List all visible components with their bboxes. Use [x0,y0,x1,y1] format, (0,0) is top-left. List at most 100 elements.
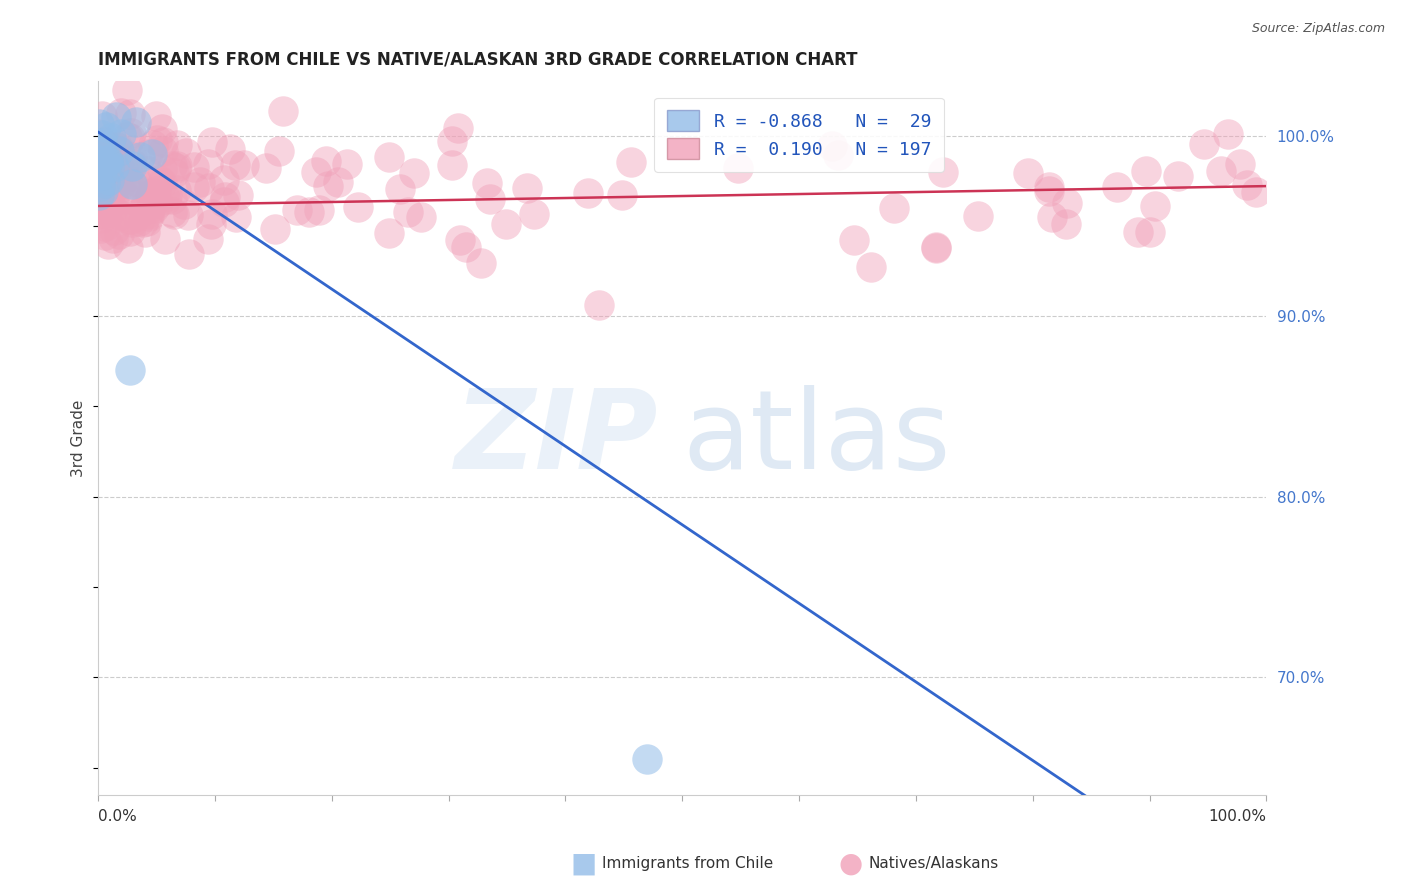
Point [107,141,129,155]
Point [456,240,478,254]
Point [285,203,308,218]
Point [1216,128,1239,142]
Point [315,153,337,168]
Point [132,203,155,218]
Point [129,150,152,164]
Point [378,150,401,164]
Point [1194,136,1216,151]
Point [103,160,125,174]
Point [152,161,174,176]
Point [107,157,129,171]
Point [155,192,177,206]
Point [141,147,163,161]
Point [136,206,159,220]
Text: 100.0%: 100.0% [1208,809,1267,824]
Point [118,107,141,121]
Point [200,217,222,231]
Point [101,145,124,159]
Point [90,136,112,151]
Point [449,233,471,247]
Point [1229,157,1251,171]
Point [117,176,139,190]
Point [166,159,188,173]
Point [576,186,599,201]
Point [475,176,498,190]
Point [103,231,125,245]
Point [183,180,205,194]
Point [335,157,357,171]
Point [121,159,143,173]
Point [117,241,139,255]
Point [91,184,114,198]
Point [98,187,121,202]
Point [925,241,948,255]
Point [441,134,464,148]
Point [90,221,112,235]
Point [98,160,121,174]
Point [214,190,236,204]
Point [87,179,110,194]
Point [90,211,112,225]
Point [139,189,162,203]
Point [138,209,160,223]
Point [91,206,114,220]
Point [388,182,411,196]
Point [93,153,115,168]
Point [121,178,143,192]
Point [104,177,127,191]
Point [1244,185,1267,199]
Point [183,160,205,174]
Point [190,175,212,189]
Point [162,159,184,173]
Y-axis label: 3rd Grade: 3rd Grade [72,400,86,476]
Point [495,218,517,232]
Point [827,147,849,161]
Point [107,173,129,187]
Point [1107,179,1129,194]
Point [89,188,111,202]
Point [121,150,143,164]
Point [842,233,865,247]
Point [1135,163,1157,178]
Point [298,205,321,219]
Point [1211,164,1233,178]
Point [101,201,124,215]
Point [588,298,610,312]
Point [90,170,112,185]
Point [128,206,150,220]
Point [232,158,254,172]
Point [1236,178,1258,192]
Point [118,211,141,226]
Point [91,169,114,183]
Point [226,187,249,202]
Point [152,135,174,149]
Point [124,114,146,128]
Point [860,260,883,274]
Point [142,201,165,215]
Point [94,219,117,234]
Point [93,169,115,184]
Point [96,138,118,153]
Point [100,169,122,183]
Point [97,180,120,194]
Point [308,203,330,218]
Point [146,133,169,147]
Point [224,158,246,172]
Point [727,161,749,176]
Point [90,161,112,175]
Point [100,179,122,194]
Point [134,197,156,211]
Point [1038,184,1060,198]
Point [103,222,125,236]
Point [254,161,277,176]
Point [124,180,146,194]
Point [516,180,538,194]
Point [136,214,159,228]
Point [101,201,124,215]
Point [110,106,132,120]
Point [396,204,419,219]
Point [197,232,219,246]
Point [142,186,165,200]
Point [89,153,111,167]
Point [110,127,132,141]
